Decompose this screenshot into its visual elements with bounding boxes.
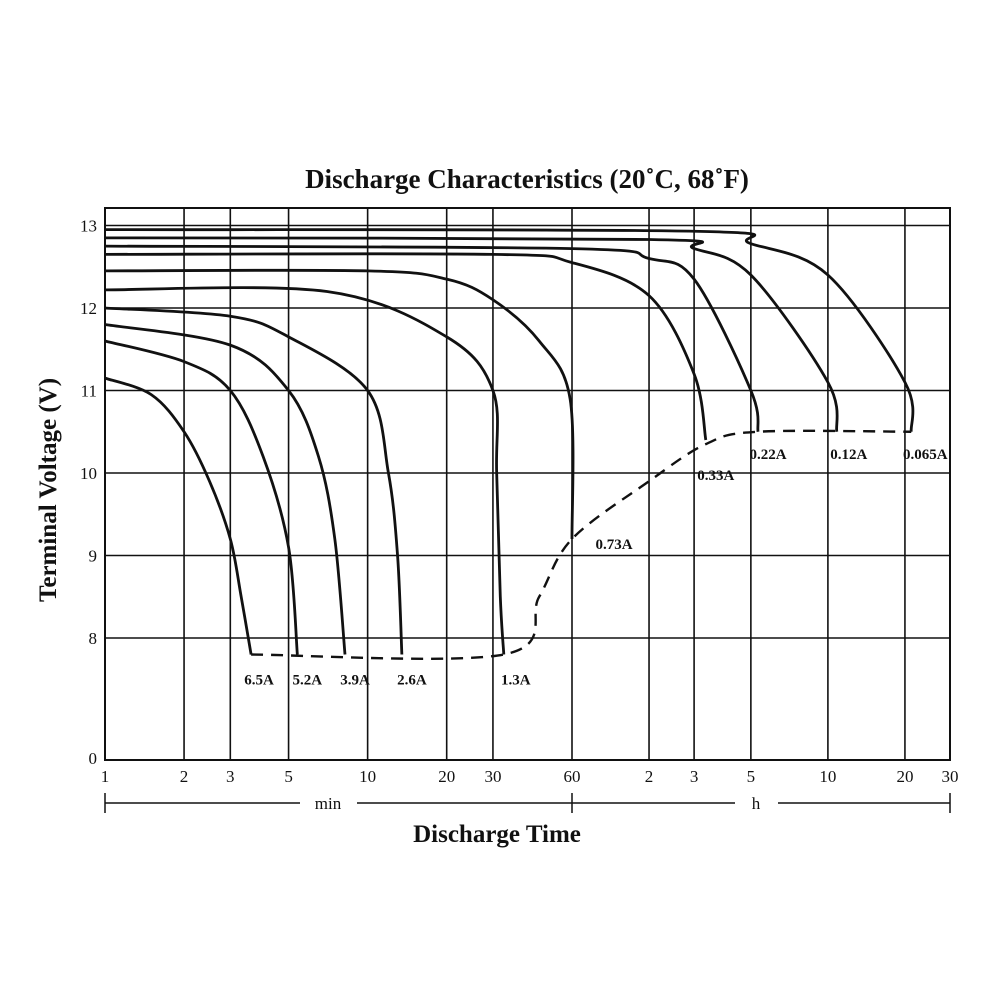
curve-label: 0.22A xyxy=(749,447,786,463)
curve-label: 2.6A xyxy=(397,673,427,689)
y-tick-label: 0 xyxy=(89,749,98,768)
curve-0.065A xyxy=(104,228,915,432)
curve-label: 0.065A xyxy=(903,447,948,463)
y-tick-label: 8 xyxy=(89,629,98,648)
x-tick-label: 30 xyxy=(484,767,501,786)
unit-min: min xyxy=(315,794,342,813)
curve-0.73A xyxy=(104,268,575,540)
y-axis-label: Terminal Voltage (V) xyxy=(35,378,62,602)
curve-labels: 6.5A 5.2A 3.9A 2.6A 1.3A 0.73A 0.33A 0.22A 0.12A… xyxy=(244,447,947,689)
y-tick-label: 13 xyxy=(80,217,97,236)
curve-label: 3.9A xyxy=(340,673,370,689)
curve-label: 1.3A xyxy=(501,673,531,689)
curve-0.12A xyxy=(104,236,839,432)
x-tick-label: 5 xyxy=(284,767,293,786)
x-tick-label: 30 xyxy=(942,767,959,786)
x-tick-label: 20 xyxy=(438,767,455,786)
grid xyxy=(104,207,951,761)
curve-0.33A xyxy=(104,252,708,441)
x-tick-label: 10 xyxy=(819,767,836,786)
x-tick-label: 20 xyxy=(896,767,913,786)
curve-label: 0.33A xyxy=(697,468,734,484)
y-tick-label: 12 xyxy=(80,299,97,318)
chart-title: Discharge Characteristics (20˚C, 68˚F) xyxy=(305,164,749,194)
x-tick-label: 2 xyxy=(645,767,654,786)
curve-2.6A xyxy=(104,306,404,655)
x-tick-label: 60 xyxy=(564,767,581,786)
x-tick-label: 5 xyxy=(747,767,756,786)
x-tick-label: 10 xyxy=(359,767,376,786)
curve-5.2A xyxy=(104,339,299,655)
unit-bracket: min h xyxy=(104,793,951,813)
curve-6.5A xyxy=(104,376,253,655)
x-tick-label: 3 xyxy=(690,767,699,786)
x-tick-label: 2 xyxy=(180,767,189,786)
cutoff-dashed-line xyxy=(251,429,912,660)
curve-0.22A xyxy=(104,244,760,432)
x-tick-label: 3 xyxy=(226,767,235,786)
curve-label: 6.5A xyxy=(244,673,274,689)
y-tick-label: 11 xyxy=(81,382,97,401)
curve-1.3A xyxy=(104,286,506,655)
x-axis-label: Discharge Time xyxy=(413,821,581,848)
curve-label: 0.12A xyxy=(830,447,867,463)
curve-3.9A xyxy=(104,323,347,655)
curve-label: 5.2A xyxy=(293,673,323,689)
y-tick-label: 10 xyxy=(80,464,97,483)
unit-h: h xyxy=(752,794,761,813)
curve-label: 0.73A xyxy=(595,537,632,553)
y-tick-label: 9 xyxy=(89,547,98,566)
curves xyxy=(104,228,915,660)
x-tick-label: 1 xyxy=(101,767,110,786)
